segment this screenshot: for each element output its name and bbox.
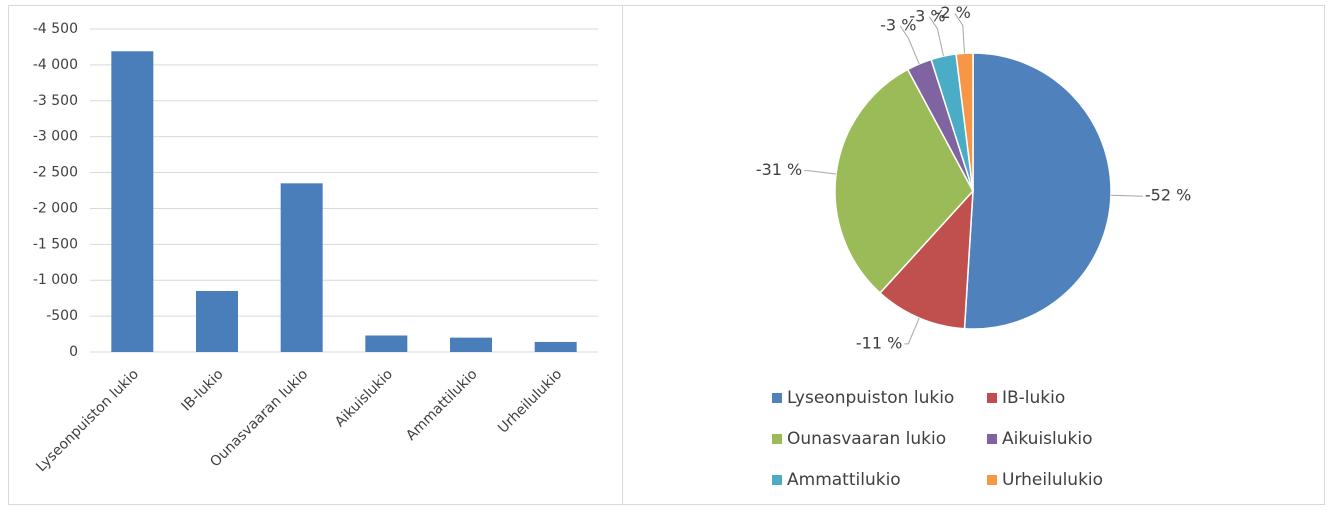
y-tick-label: 0 [69,344,78,360]
bar [450,337,492,352]
leader-line [1110,194,1143,197]
legend-swatch [987,393,997,403]
data-label: -2 % [935,3,971,22]
leader-line [954,13,966,54]
data-label: -52 % [1145,186,1191,205]
pie-slice [878,188,974,330]
y-tick-label: -2 500 [33,165,78,181]
legend-label: Ounasvaaran lukio [787,429,946,449]
data-label: -31 % [756,160,802,179]
y-tick-label: -2 000 [33,200,78,216]
legend-label: Ammattilukio [787,470,901,490]
leader-line [899,25,920,65]
data-label: -11 % [856,333,902,352]
legend-label: Lyseonpuiston lukio [787,388,954,408]
legend-label: Urheilulukio [1002,470,1103,490]
legend-swatch [772,393,782,403]
legend-swatch [987,434,997,444]
bar [196,290,238,352]
leader-line [904,317,920,345]
legend-swatch [987,475,997,485]
data-label: -3 % [909,6,945,25]
pie-slice [834,68,974,295]
bar [365,335,408,352]
bar [111,51,154,353]
y-tick-label: -1 500 [33,236,78,252]
legend-swatch [772,475,782,485]
y-tick-label: -3 000 [33,129,78,145]
legend-label: Aikuislukio [1002,429,1093,449]
bar [534,341,577,352]
bar [280,183,323,352]
legend-swatch [772,434,782,444]
leader-line [804,170,837,175]
y-tick-label: -3 500 [33,93,78,109]
y-tick-label: -500 [46,308,78,324]
leader-line [929,16,944,57]
y-tick-label: -4 000 [33,57,78,73]
y-tick-label: -4 500 [33,21,78,37]
legend-label: IB-lukio [1002,388,1065,408]
y-tick-label: -1 000 [33,272,78,288]
data-label: -3 % [880,16,916,35]
